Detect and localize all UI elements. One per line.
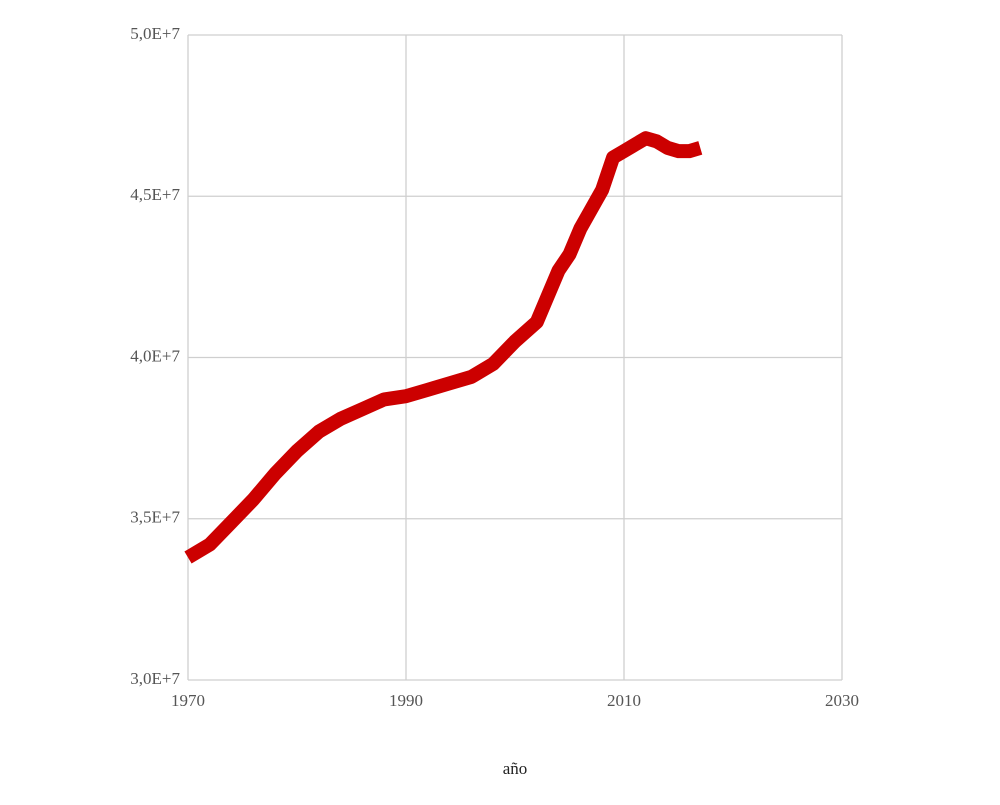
data-line <box>184 131 703 564</box>
y-tick-label: 5,0E+7 <box>130 24 180 43</box>
x-tick-label: 2010 <box>607 691 641 710</box>
y-tick-label: 3,0E+7 <box>130 669 180 688</box>
y-tick-label: 4,0E+7 <box>130 346 180 365</box>
x-tick-label: 2030 <box>825 691 859 710</box>
x-tick-label: 1990 <box>389 691 423 710</box>
y-tick-label: 3,5E+7 <box>130 508 180 527</box>
y-tick-label: 4,5E+7 <box>130 185 180 204</box>
x-axis-label: año <box>503 759 528 778</box>
x-tick-label: 1970 <box>171 691 205 710</box>
